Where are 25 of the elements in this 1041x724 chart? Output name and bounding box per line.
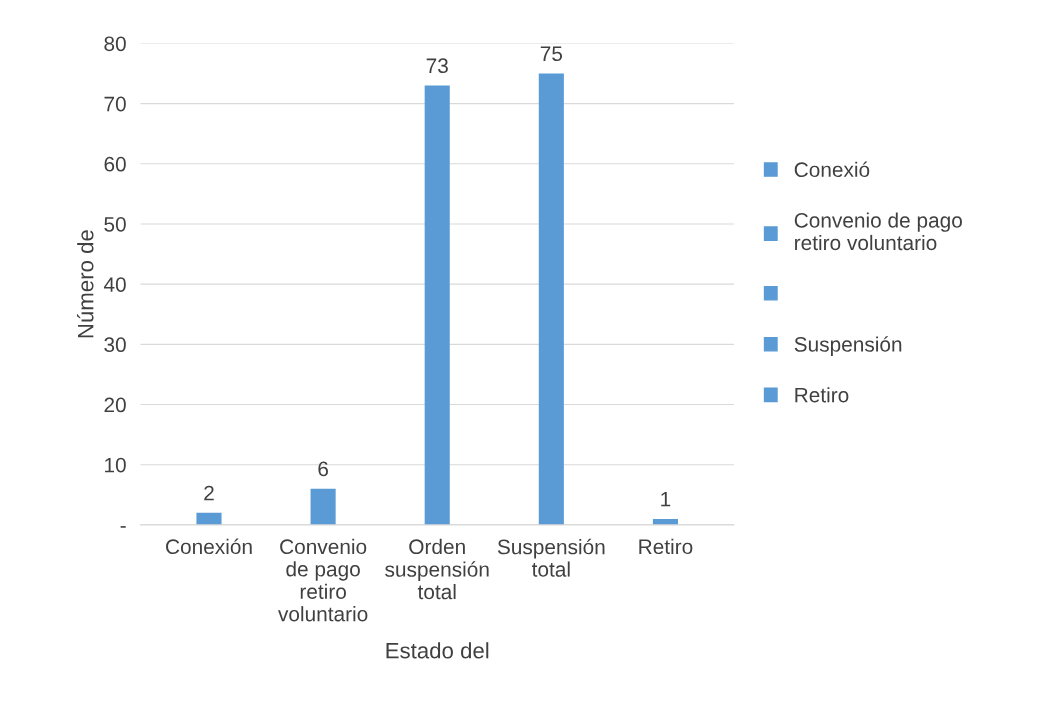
x-tick-label: Orden suspensión total	[385, 538, 489, 600]
y-axis-title: Número de	[76, 230, 94, 338]
legend-label: Suspensión	[794, 336, 902, 356]
y-tick-label: 60	[104, 156, 126, 172]
y-tick-label: 30	[104, 337, 126, 353]
legend-label: Conexió	[794, 161, 870, 178]
data-label: 1	[661, 491, 671, 507]
legend-label: Convenio de pago retiro voluntario	[794, 212, 962, 251]
x-tick-label: Conexión	[166, 538, 252, 555]
y-tick-label: 50	[104, 216, 126, 232]
y-tick-label: 10	[105, 457, 126, 473]
x-tick-label: Convenio de pago retiro voluntario	[278, 538, 368, 622]
data-label: 6	[318, 461, 328, 477]
y-tick-label: 20	[104, 397, 126, 413]
y-tick-label: -	[120, 526, 126, 528]
data-label: 75	[540, 46, 563, 62]
y-tick-label: 40	[103, 277, 126, 292]
x-tick-label: Suspensión total	[497, 538, 605, 577]
x-axis-title: Estado del	[386, 642, 489, 659]
y-tick-label: 80	[104, 36, 126, 52]
legend-label: Retiro	[795, 387, 849, 403]
data-label: 73	[426, 58, 448, 74]
y-tick-label: 70	[104, 96, 126, 112]
data-label: 2	[204, 485, 214, 501]
x-tick-label: Retiro	[639, 538, 693, 555]
